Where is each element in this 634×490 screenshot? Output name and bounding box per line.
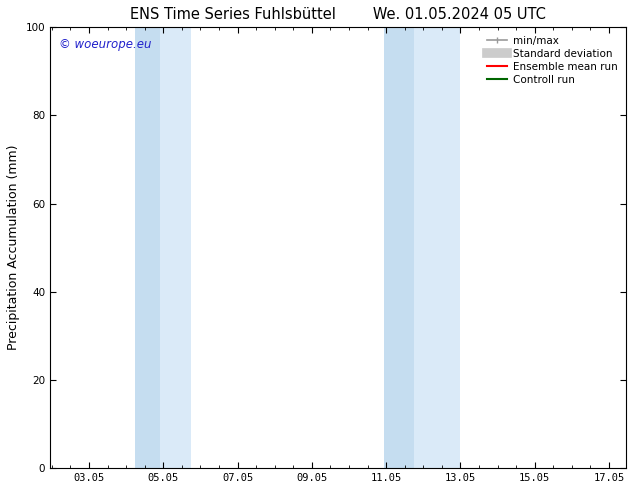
Legend: min/max, Standard deviation, Ensemble mean run, Controll run: min/max, Standard deviation, Ensemble me… bbox=[484, 32, 621, 88]
Title: ENS Time Series Fuhlsbüttel        We. 01.05.2024 05 UTC: ENS Time Series Fuhlsbüttel We. 01.05.20… bbox=[130, 7, 546, 22]
Bar bbox=[384, 27, 414, 468]
Text: © woeurope.eu: © woeurope.eu bbox=[58, 38, 151, 51]
Y-axis label: Precipitation Accumulation (mm): Precipitation Accumulation (mm) bbox=[7, 145, 20, 350]
Bar bbox=[414, 27, 460, 468]
Bar bbox=[160, 27, 191, 468]
Bar bbox=[136, 27, 160, 468]
